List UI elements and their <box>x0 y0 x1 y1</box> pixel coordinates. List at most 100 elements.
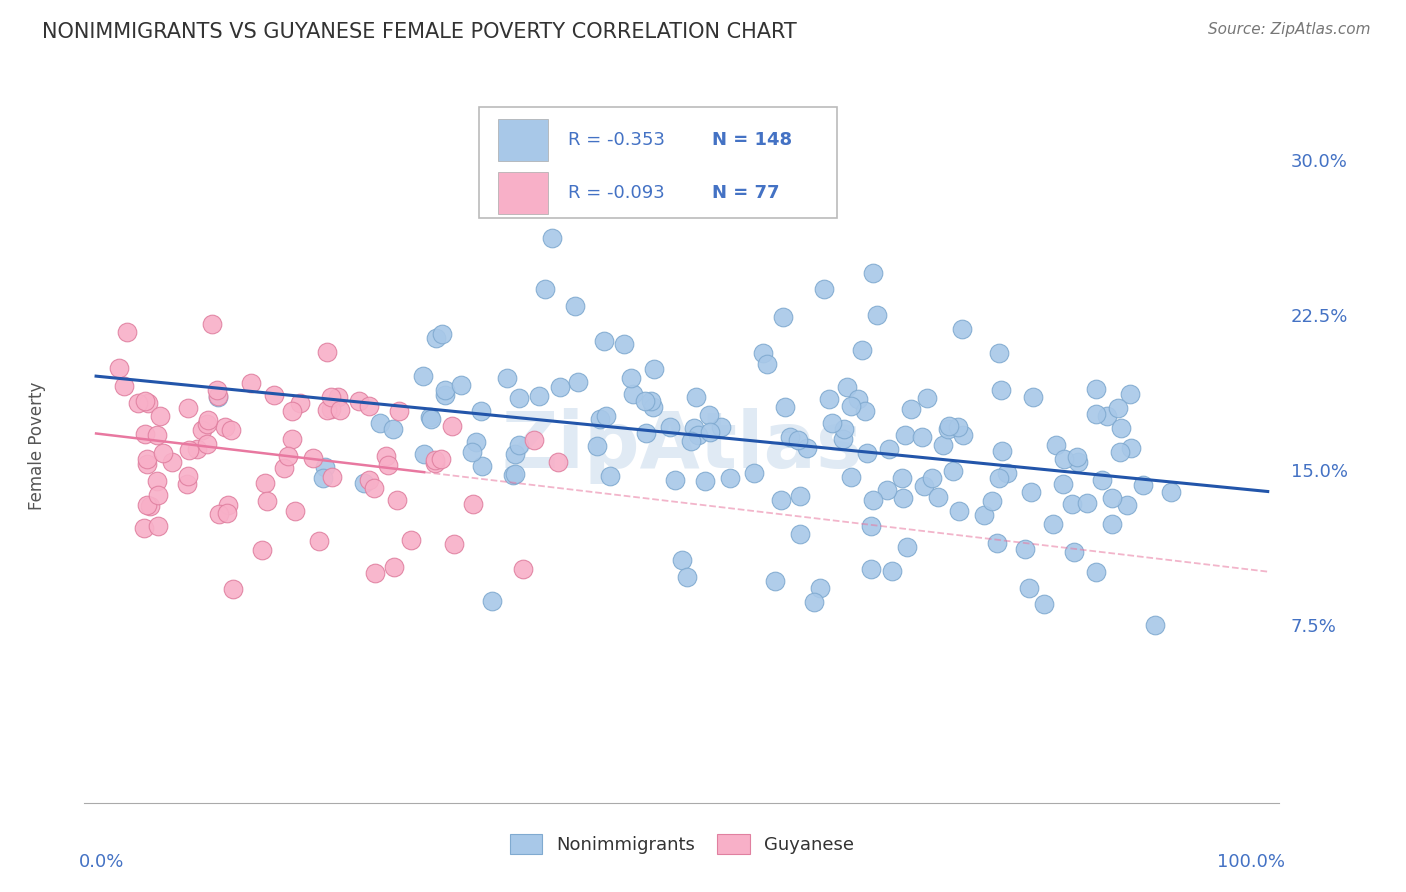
Point <box>208 507 231 521</box>
Point <box>1063 545 1085 559</box>
Point <box>382 422 405 436</box>
Point <box>1119 442 1142 456</box>
Point <box>866 308 889 322</box>
Point <box>377 458 399 472</box>
Point <box>567 375 589 389</box>
FancyBboxPatch shape <box>498 172 548 214</box>
Point <box>460 444 482 458</box>
Point <box>495 370 517 384</box>
Point <box>547 455 569 469</box>
Point <box>752 346 775 360</box>
Point <box>599 469 621 483</box>
Point <box>808 582 831 596</box>
Point <box>862 492 884 507</box>
Point <box>634 425 657 440</box>
Point <box>254 475 277 490</box>
Point <box>950 322 973 336</box>
Point <box>375 449 398 463</box>
Point <box>425 331 447 345</box>
Point <box>321 391 343 405</box>
Point <box>876 483 898 498</box>
Point <box>385 493 408 508</box>
Point <box>841 470 863 484</box>
Point <box>470 403 492 417</box>
Point <box>419 410 441 425</box>
Point <box>177 442 200 457</box>
Point <box>177 469 200 483</box>
Point <box>1052 477 1074 491</box>
Point <box>160 455 183 469</box>
Point <box>505 447 527 461</box>
Point <box>613 336 636 351</box>
Point <box>217 498 239 512</box>
Point <box>273 461 295 475</box>
Point <box>280 433 302 447</box>
Legend: Nonimmigrants, Guyanese: Nonimmigrants, Guyanese <box>502 827 862 862</box>
Point <box>353 475 375 490</box>
Point <box>540 230 562 244</box>
Point <box>420 412 443 426</box>
Point <box>1018 581 1040 595</box>
Point <box>990 444 1012 458</box>
Point <box>681 434 703 449</box>
FancyBboxPatch shape <box>498 120 548 161</box>
Point <box>786 433 808 447</box>
Point <box>197 413 219 427</box>
Point <box>620 371 643 385</box>
Point <box>314 460 336 475</box>
Point <box>685 390 707 404</box>
Point <box>1107 401 1129 415</box>
Point <box>851 343 873 358</box>
Point <box>803 595 825 609</box>
Point <box>215 506 238 520</box>
Point <box>1042 516 1064 531</box>
Point <box>942 464 965 478</box>
Point <box>135 498 157 512</box>
Text: 15.0%: 15.0% <box>1291 463 1347 481</box>
Text: 7.5%: 7.5% <box>1291 618 1337 636</box>
Point <box>363 481 385 495</box>
Point <box>357 473 380 487</box>
Text: 100.0%: 100.0% <box>1218 853 1285 871</box>
Point <box>1101 491 1123 505</box>
Point <box>585 438 607 452</box>
Point <box>893 428 915 442</box>
Point <box>481 594 503 608</box>
Point <box>853 403 876 417</box>
Point <box>589 412 612 426</box>
Point <box>796 442 818 456</box>
Point <box>465 434 488 449</box>
Point <box>134 426 156 441</box>
Point <box>136 396 159 410</box>
Point <box>710 420 733 434</box>
Point <box>634 393 657 408</box>
Text: NONIMMIGRANTS VS GUYANESE FEMALE POVERTY CORRELATION CHART: NONIMMIGRANTS VS GUYANESE FEMALE POVERTY… <box>42 22 797 42</box>
Point <box>450 378 472 392</box>
Point <box>527 389 550 403</box>
Point <box>948 420 970 434</box>
Point <box>641 401 664 415</box>
Point <box>772 310 794 324</box>
Point <box>1109 421 1132 435</box>
Point <box>773 400 796 414</box>
Text: N = 77: N = 77 <box>711 185 779 202</box>
Point <box>176 477 198 491</box>
Point <box>1060 497 1083 511</box>
Point <box>152 446 174 460</box>
Point <box>399 533 422 547</box>
Point <box>862 266 884 280</box>
Text: Female Poverty: Female Poverty <box>28 382 46 510</box>
Point <box>1091 473 1114 487</box>
Point <box>423 453 446 467</box>
Point <box>910 430 932 444</box>
Point <box>988 345 1011 359</box>
Point <box>1084 565 1107 579</box>
Point <box>718 471 741 485</box>
Point <box>938 419 960 434</box>
Point <box>146 428 169 442</box>
Point <box>503 467 526 481</box>
Point <box>205 383 228 397</box>
Point <box>207 389 229 403</box>
Point <box>382 559 405 574</box>
Point <box>593 334 616 348</box>
